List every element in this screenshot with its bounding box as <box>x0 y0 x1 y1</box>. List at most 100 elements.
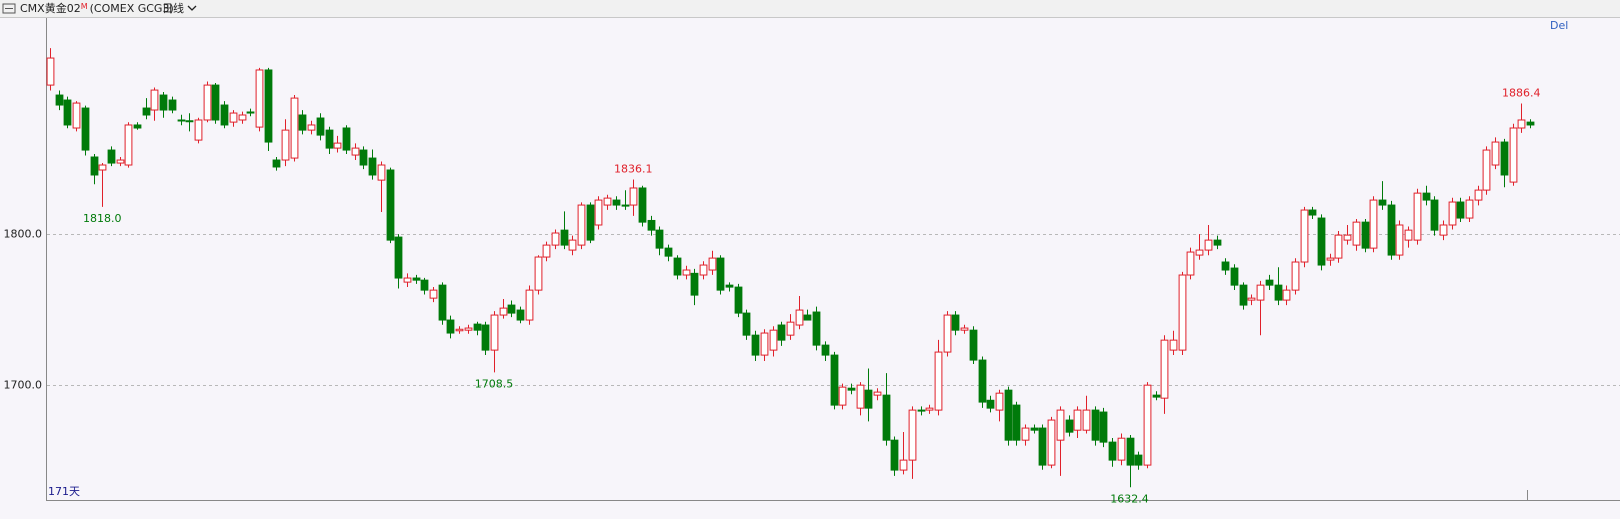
candle-body <box>638 187 647 223</box>
candle-body <box>1378 199 1387 206</box>
candle-body <box>986 399 995 409</box>
candle-body <box>647 219 656 231</box>
y-tick-label: 1700.0 <box>4 379 43 392</box>
candle-body <box>1517 119 1526 129</box>
candle-body <box>281 129 290 161</box>
candle-body <box>1334 234 1343 259</box>
candle-body <box>150 89 159 111</box>
candle-body <box>995 392 1004 411</box>
candle-body <box>1509 127 1518 183</box>
candle-body <box>255 69 264 128</box>
candle-body <box>978 359 987 403</box>
candle-body <box>1038 427 1047 466</box>
candle-body <box>847 387 856 391</box>
candle-body <box>795 309 804 326</box>
candle-body <box>220 104 229 126</box>
candle-body <box>1247 297 1256 301</box>
candle-body <box>1404 229 1413 241</box>
candle-body <box>917 409 926 412</box>
price-annotation: 1886.4 <box>1502 87 1541 100</box>
candle-body <box>725 284 734 288</box>
candle-body <box>1065 419 1074 433</box>
candle-body <box>1004 389 1013 441</box>
candle-body <box>1239 284 1248 306</box>
candle-body <box>420 279 429 291</box>
candle-body <box>1099 411 1108 443</box>
candle-body <box>1352 221 1361 246</box>
candle-body <box>333 142 342 149</box>
candle-body <box>185 120 194 123</box>
candle-body <box>960 327 969 331</box>
candle-body <box>403 277 412 283</box>
candle-body <box>168 99 177 111</box>
candle-body <box>446 319 455 334</box>
candle-body <box>1082 409 1091 431</box>
candle-body <box>1430 199 1439 231</box>
candle-body <box>342 127 351 151</box>
candle-body <box>1134 454 1143 466</box>
candle-body <box>682 269 691 276</box>
candle-body <box>734 286 743 314</box>
candle-body <box>264 69 273 143</box>
candle-body <box>1369 199 1378 249</box>
candle-body <box>1117 437 1126 461</box>
candle-body <box>359 149 368 166</box>
candle-body <box>1491 141 1500 166</box>
price-annotation: 1708.5 <box>475 377 514 390</box>
candle-body <box>1300 209 1309 263</box>
candle-body <box>307 124 316 131</box>
candle-body <box>699 264 708 276</box>
candle-body <box>298 114 307 131</box>
candle-body <box>507 304 516 314</box>
subtitle: (COMEX GCG3) <box>90 2 174 15</box>
corner-label[interactable]: Del <box>1550 19 1568 32</box>
candle-body <box>690 272 699 296</box>
candle-body <box>177 119 186 122</box>
candle-body <box>812 311 821 346</box>
candle-body <box>1274 284 1283 301</box>
candle-body <box>351 147 360 156</box>
header-title[interactable]: CMX黄金02M (COMEX GCG3) <box>20 1 174 15</box>
candle-body <box>1413 192 1422 241</box>
candle-body <box>943 314 952 353</box>
period-chevron[interactable] <box>187 5 197 11</box>
candle-body <box>1526 121 1535 126</box>
candle-body <box>46 57 55 86</box>
candle-body <box>1465 199 1474 219</box>
candle-body <box>107 149 116 164</box>
candle-body <box>1291 261 1300 291</box>
candle-body <box>1395 224 1404 256</box>
candle-body <box>751 334 760 356</box>
candle-body <box>612 199 621 206</box>
period-selector[interactable]: 日线 <box>162 1 184 15</box>
candle-body <box>1343 234 1352 241</box>
candle-body <box>1308 209 1317 216</box>
price-annotation: 1632.4 <box>1110 492 1149 505</box>
candle-body <box>116 159 125 164</box>
candle-body <box>133 124 142 129</box>
candle-body <box>821 344 830 356</box>
candle-body <box>1012 404 1021 441</box>
candle-body <box>1021 427 1030 441</box>
candle-body <box>316 117 325 136</box>
candle-body <box>1439 224 1448 236</box>
candle-body <box>760 332 769 356</box>
candle-body <box>708 257 717 271</box>
candle-body <box>159 94 168 111</box>
candle-body <box>908 409 917 461</box>
candle-body <box>203 84 212 121</box>
candle-body <box>229 112 238 123</box>
candle-body <box>1500 141 1509 176</box>
candle-body <box>838 386 847 406</box>
y-tick-label: 1800.0 <box>4 228 43 241</box>
candle-body <box>1186 251 1195 276</box>
candle-body <box>516 309 525 321</box>
candle-body <box>934 351 943 411</box>
plot: 1700.0 1800.0 1818.0 1836.1 1708.5 1632.4 1886… <box>4 48 1620 505</box>
candle-body <box>777 324 786 341</box>
candle-body <box>429 289 438 299</box>
candle-body <box>621 204 630 207</box>
candle-body <box>386 169 395 241</box>
candle-body <box>1482 149 1491 191</box>
